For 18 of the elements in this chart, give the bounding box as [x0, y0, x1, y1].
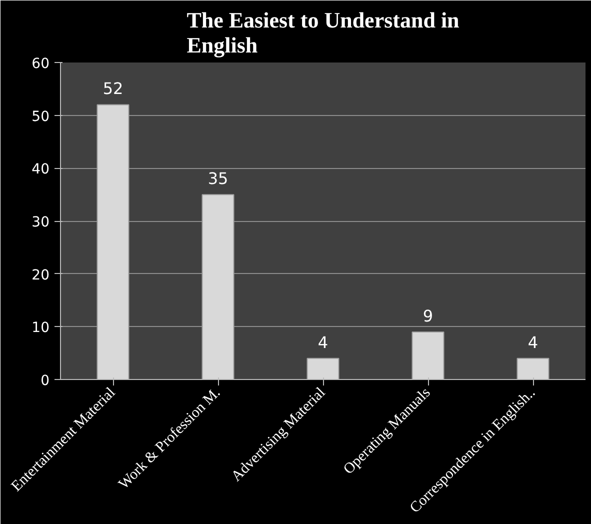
- bar: [412, 331, 444, 380]
- data-label: 9: [422, 306, 434, 326]
- y-tick-label: 10: [32, 320, 50, 336]
- bar: [96, 104, 130, 380]
- data-label: 35: [208, 169, 228, 188]
- data-label: 4: [318, 332, 328, 352]
- bar: [202, 194, 234, 380]
- y-tick-label: 60: [32, 56, 50, 72]
- y-tick-label: 30: [32, 214, 50, 230]
- data-label: 4: [528, 332, 538, 352]
- y-tick-label: 0: [40, 373, 50, 389]
- bar: [306, 358, 340, 380]
- y-tick-label: 40: [32, 162, 50, 178]
- chart-title: The Easiest to Understand in English: [186, 8, 460, 58]
- y-tick-label: 50: [32, 108, 50, 125]
- bar: [516, 358, 550, 380]
- y-tick-label: 20: [32, 267, 50, 284]
- data-label: 52: [102, 79, 124, 98]
